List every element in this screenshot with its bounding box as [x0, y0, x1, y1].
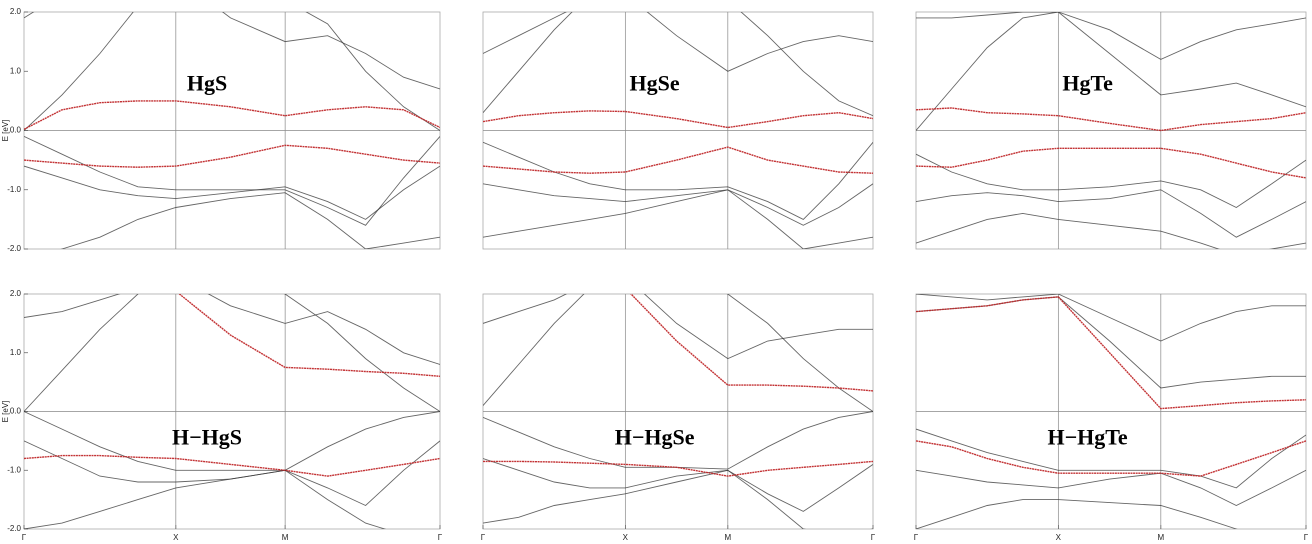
- panel-label: H−HgSe: [615, 425, 695, 450]
- panel: 2.01.00.0-1.0-2.0Γ X M ΓE [eV]H−HgS: [1, 289, 443, 542]
- y-tick-label: -1.0: [7, 185, 21, 194]
- band-line: [916, 153, 1306, 209]
- band-line: [916, 296, 1306, 410]
- band-line: [24, 12, 440, 90]
- band-line: [24, 100, 440, 130]
- y-tick-label: -1.0: [7, 465, 21, 474]
- y-axis-label: E [eV]: [1, 401, 10, 423]
- band-line: [24, 294, 440, 365]
- band-line: [483, 146, 873, 174]
- band-line: [916, 189, 1306, 238]
- band-line: [916, 428, 1306, 489]
- panel: Γ X M Γ H−HgTe: [914, 293, 1309, 542]
- x-tick-label: X: [1056, 533, 1062, 542]
- panel: HgSe: [482, 11, 874, 250]
- x-tick-label: Γ: [914, 533, 919, 542]
- panel-label: HgS: [187, 71, 227, 96]
- y-tick-label: 0.0: [10, 126, 22, 135]
- panel-label: H−HgTe: [1048, 425, 1128, 450]
- band-line: [24, 12, 440, 131]
- x-tick-label: Γ: [438, 533, 443, 542]
- x-tick-label: Γ: [22, 533, 27, 542]
- y-axis-label: E [eV]: [1, 120, 10, 142]
- y-tick-label: 1.0: [10, 348, 22, 357]
- y-tick-label: 0.0: [10, 407, 22, 416]
- band-line: [483, 12, 873, 72]
- band-line: [916, 107, 1306, 132]
- bands: [483, 12, 873, 249]
- band-line: [24, 165, 440, 220]
- band-line: [24, 440, 440, 507]
- band-line: [24, 411, 440, 471]
- band-line: [916, 296, 1306, 389]
- band-line: [483, 460, 873, 477]
- band-line: [483, 110, 873, 129]
- x-tick-label: Γ: [1304, 533, 1309, 542]
- band-line: [916, 12, 1306, 60]
- band-line: [24, 294, 440, 412]
- x-tick-label: X: [173, 533, 179, 542]
- y-tick-label: 2.0: [10, 289, 22, 298]
- bands: [483, 294, 873, 529]
- x-tick-label: M: [282, 533, 289, 542]
- bands: [24, 12, 440, 249]
- band-line: [24, 469, 387, 529]
- band-line: [483, 12, 873, 117]
- band-line: [24, 454, 440, 477]
- x-tick-label: M: [724, 533, 731, 542]
- band-line: [483, 469, 873, 529]
- panel-label: HgTe: [1062, 71, 1113, 96]
- y-tick-label: 1.0: [10, 66, 22, 75]
- band-line: [916, 12, 1306, 131]
- panel-label: H−HgS: [172, 425, 242, 450]
- band-line: [916, 294, 1306, 342]
- bands: [916, 294, 1306, 529]
- x-tick-label: Γ: [481, 533, 486, 542]
- y-tick-label: -2.0: [7, 244, 21, 253]
- band-line: [483, 141, 873, 220]
- band-line: [483, 458, 873, 512]
- panel: 2.0 1.0 0.0 -1.0 -2.0 E [eV] HgS: [1, 7, 441, 253]
- y-tick-label: -2.0: [7, 524, 21, 533]
- x-tick-label: M: [1157, 533, 1164, 542]
- band-line: [916, 147, 1306, 179]
- band-line: [60, 192, 440, 249]
- bands: [916, 12, 1306, 249]
- panel: Γ X M Γ H−HgSe: [481, 293, 876, 542]
- band-line: [916, 499, 1238, 529]
- band-line: [24, 135, 440, 226]
- band-line: [916, 469, 1306, 507]
- band-line: [916, 440, 1306, 477]
- band-line: [24, 144, 440, 168]
- x-tick-label: X: [623, 533, 629, 542]
- y-tick-label: 2.0: [10, 7, 22, 16]
- band-line: [483, 294, 873, 360]
- band-line: [916, 212, 1306, 249]
- panel: HgTe: [915, 11, 1307, 250]
- band-line: [178, 294, 440, 377]
- panel-label: HgSe: [630, 71, 680, 96]
- x-tick-label: Γ: [871, 533, 876, 542]
- band-line: [483, 294, 873, 412]
- bands: [24, 294, 440, 529]
- band-line: [483, 189, 873, 249]
- band-line: [630, 294, 873, 392]
- band-line: [483, 183, 873, 226]
